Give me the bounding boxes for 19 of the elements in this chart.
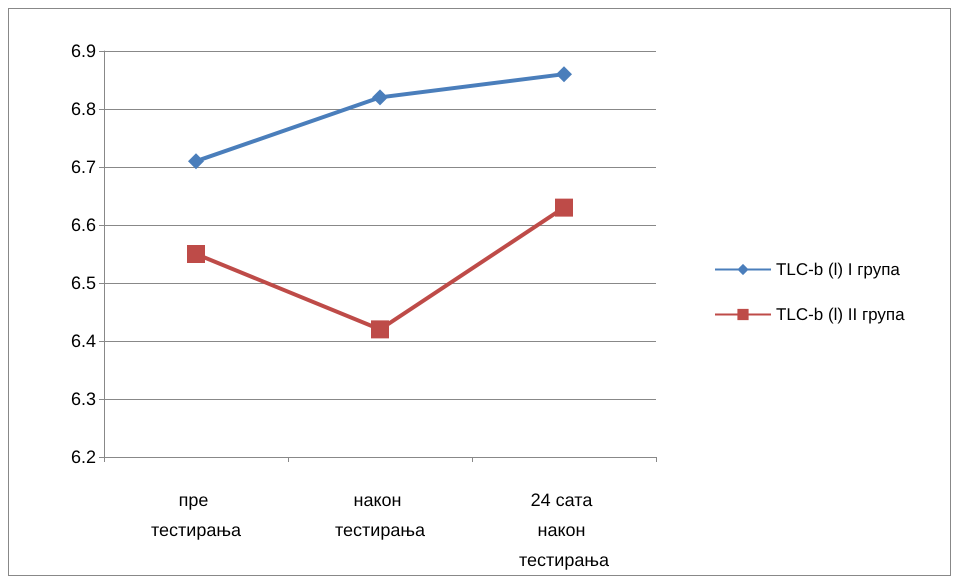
- x-tick-label: 24 сата након тестирања: [518, 490, 610, 570]
- legend-label: TLC-b (l) II група: [776, 305, 906, 324]
- legend-label: TLC-b (l) I група: [776, 260, 900, 279]
- point: [372, 89, 388, 106]
- y-tick-label: 6.9: [70, 41, 96, 61]
- y-tick-label: 6.4: [70, 331, 96, 351]
- point: [556, 66, 572, 82]
- y-tick-label: 6.5: [70, 273, 96, 293]
- y-tick-label: 6.3: [70, 389, 96, 409]
- x-tick-label: након тестирања: [334, 490, 426, 540]
- x-tick-label: пре тестирања: [150, 490, 242, 540]
- point: [371, 320, 389, 338]
- point: [187, 245, 205, 263]
- y-tick-label: 6.8: [70, 99, 96, 119]
- y-tick-label: 6.6: [70, 215, 96, 235]
- y-tick-label: 6.2: [70, 447, 96, 467]
- y-tick-label: 6.7: [70, 157, 96, 177]
- point: [555, 198, 573, 217]
- point: [188, 153, 204, 170]
